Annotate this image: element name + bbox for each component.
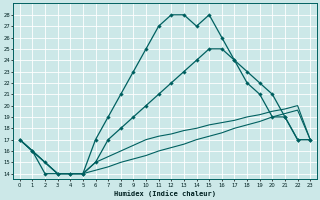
X-axis label: Humidex (Indice chaleur): Humidex (Indice chaleur) — [114, 190, 216, 197]
